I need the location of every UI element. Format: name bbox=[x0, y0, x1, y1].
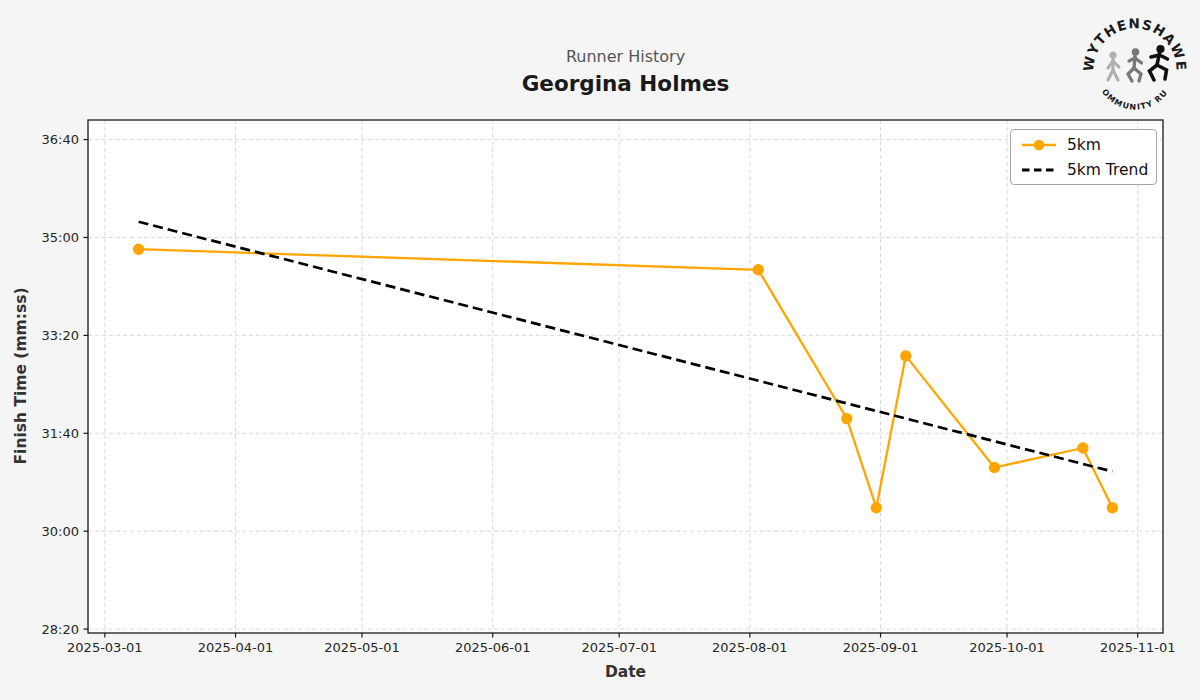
chart-subtitle: Runner History bbox=[88, 47, 1163, 66]
x-tick-label: 2025-04-01 bbox=[198, 640, 274, 655]
legend-label-5km-trend: 5km Trend bbox=[1067, 161, 1148, 179]
chart-legend: 5km 5km Trend bbox=[1010, 129, 1157, 185]
legend-label-5km: 5km bbox=[1067, 136, 1101, 154]
runner-history-figure: 2025-03-01 2025-04-01 2025-05-01 2025-06-01… bbox=[0, 0, 1200, 700]
data-point-marker bbox=[133, 244, 144, 255]
x-tick-label: 2025-08-01 bbox=[712, 640, 788, 655]
x-tick-label: 2025-05-01 bbox=[324, 640, 400, 655]
data-point-marker bbox=[989, 462, 1000, 473]
x-tick-label: 2025-03-01 bbox=[67, 640, 143, 655]
chart-canvas: 2025-03-01 2025-04-01 2025-05-01 2025-06-01… bbox=[0, 0, 1200, 700]
data-point-marker bbox=[753, 264, 764, 275]
x-tick-label: 2025-11-01 bbox=[1100, 640, 1176, 655]
x-tick-label: 2025-10-01 bbox=[969, 640, 1045, 655]
x-axis-label: Date bbox=[88, 663, 1163, 681]
chart-title: Georgina Holmes bbox=[88, 71, 1163, 96]
y-tick-label: 36:40 bbox=[42, 132, 79, 147]
runner-silhouette-walker-icon bbox=[1108, 51, 1119, 80]
y-tick-label: 33:20 bbox=[42, 328, 79, 343]
y-axis-label: Finish Time (mm:ss) bbox=[12, 256, 32, 496]
legend-entry-5km: 5km bbox=[1020, 134, 1156, 156]
data-point-marker bbox=[1077, 442, 1088, 453]
data-point-marker bbox=[871, 502, 882, 513]
runner-silhouette-sprinter-icon bbox=[1150, 45, 1168, 80]
x-tick-label: 2025-07-01 bbox=[581, 640, 657, 655]
data-point-marker bbox=[900, 350, 911, 361]
data-point-marker bbox=[1107, 502, 1118, 513]
runner-silhouette-jogger-icon bbox=[1128, 48, 1142, 81]
plot-area bbox=[88, 120, 1163, 633]
y-tick-label: 35:00 bbox=[42, 230, 79, 245]
y-tick-label: 28:20 bbox=[42, 622, 79, 637]
legend-dashed-line-sample-icon bbox=[1020, 163, 1058, 177]
x-tick-label: 2025-09-01 bbox=[843, 640, 919, 655]
y-tick-label: 30:00 bbox=[42, 524, 79, 539]
y-tick-label: 31:40 bbox=[42, 426, 79, 441]
data-point-marker bbox=[841, 413, 852, 424]
legend-line-sample-icon bbox=[1020, 138, 1058, 152]
legend-entry-5km-trend: 5km Trend bbox=[1020, 159, 1156, 181]
wythenshawe-community-run-logo: WYTHENSHAWE COMMUNITY RUN bbox=[1082, 12, 1188, 118]
x-tick-label: 2025-06-01 bbox=[455, 640, 531, 655]
